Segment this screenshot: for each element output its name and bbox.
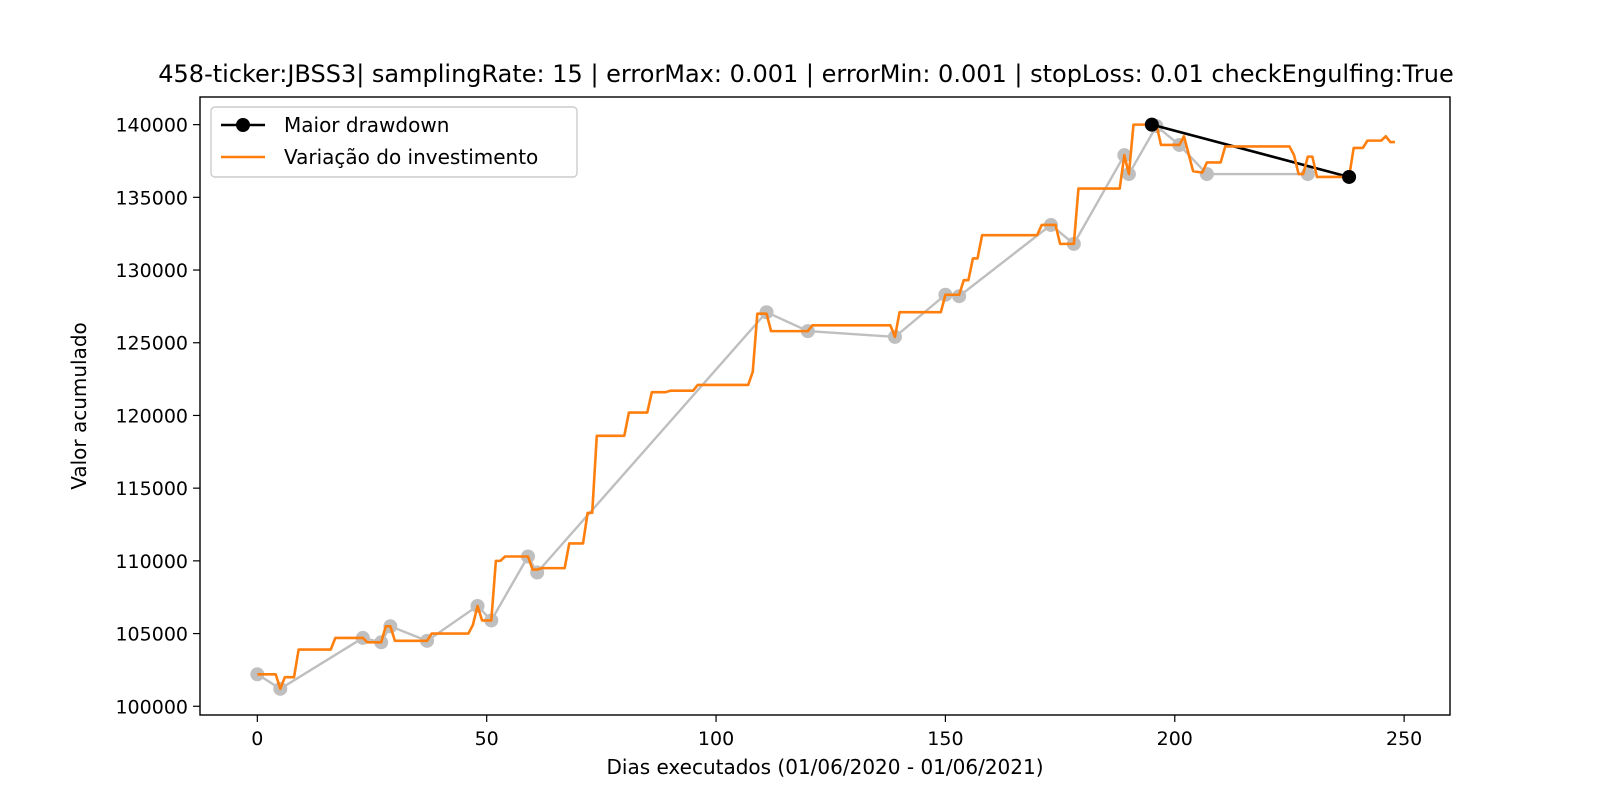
pivot-point bbox=[759, 305, 774, 320]
x-axis: 0 50 100 150 200 250 bbox=[251, 715, 1422, 750]
drawdown-point bbox=[1342, 169, 1357, 184]
pivot-point bbox=[1199, 167, 1214, 182]
x-tick-label: 150 bbox=[927, 728, 963, 750]
y-tick-label: 105000 bbox=[115, 624, 188, 646]
legend-drawdown-label: Maior drawdown bbox=[284, 113, 449, 137]
y-tick-label: 130000 bbox=[115, 260, 188, 282]
drawdown-point bbox=[1144, 117, 1159, 132]
plot-area bbox=[200, 97, 1450, 715]
x-tick-label: 50 bbox=[475, 728, 499, 750]
chart-title: 458-ticker:JBSS3| samplingRate: 15 | err… bbox=[158, 60, 1453, 88]
y-tick-label: 115000 bbox=[115, 478, 188, 500]
legend-box bbox=[210, 106, 578, 178]
legend: Maior drawdown Variação do investimento bbox=[210, 106, 578, 178]
y-tick-label: 140000 bbox=[115, 115, 188, 137]
x-tick-label: 200 bbox=[1157, 728, 1193, 750]
y-tick-label: 110000 bbox=[115, 551, 188, 573]
legend-investment-label: Variação do investimento bbox=[284, 145, 538, 169]
x-axis-label: Dias executados (01/06/2020 - 01/06/2021… bbox=[606, 755, 1043, 779]
y-axis-label: Valor acumulado bbox=[67, 322, 91, 490]
investment-series-line bbox=[257, 123, 1395, 691]
y-tick-label: 135000 bbox=[115, 187, 188, 209]
y-axis: 100000 105000 110000 115000 120000 125000 1300… bbox=[115, 115, 200, 718]
x-tick-label: 250 bbox=[1386, 728, 1422, 750]
y-tick-label: 120000 bbox=[115, 405, 188, 427]
x-tick-label: 100 bbox=[698, 728, 734, 750]
pivot-point bbox=[952, 289, 967, 304]
x-tick-label: 0 bbox=[251, 728, 263, 750]
plot-frame bbox=[199, 96, 1451, 716]
y-tick-label: 125000 bbox=[115, 333, 188, 355]
y-tick-label: 100000 bbox=[115, 696, 188, 718]
legend-drawdown-marker bbox=[236, 118, 250, 132]
series-layer bbox=[257, 117, 1395, 691]
